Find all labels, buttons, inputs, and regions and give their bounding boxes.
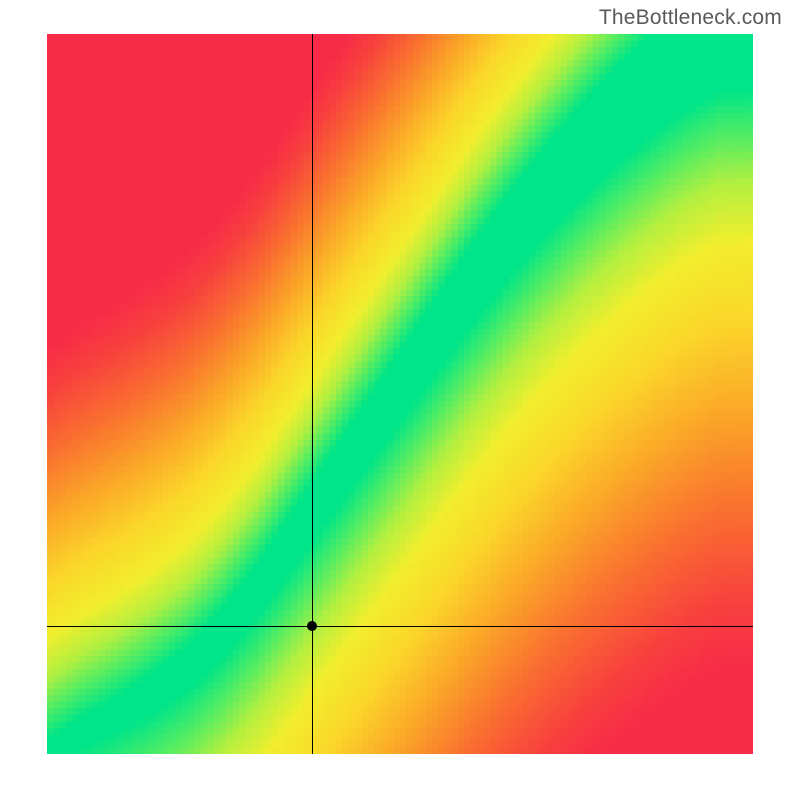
crosshair-vertical — [312, 34, 313, 754]
crosshair-horizontal — [47, 626, 753, 627]
heatmap-plot — [47, 34, 753, 754]
watermark-text: TheBottleneck.com — [599, 6, 782, 30]
heatmap-canvas — [47, 34, 753, 754]
marker-point — [307, 621, 317, 631]
